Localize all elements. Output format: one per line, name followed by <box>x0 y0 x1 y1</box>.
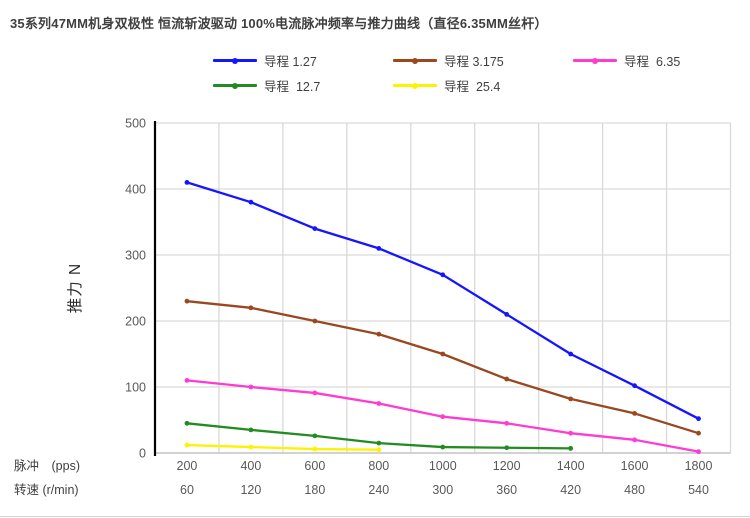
data-point <box>248 305 254 311</box>
x-tick-label-pps: 1800 <box>685 459 713 473</box>
data-point <box>376 331 382 337</box>
page-bottom-divider <box>0 516 750 517</box>
legend-item-2: 导程 3.175 <box>393 48 573 73</box>
x-tick-label-rmin: 300 <box>432 483 453 497</box>
data-point <box>248 427 254 433</box>
data-point <box>184 180 190 185</box>
data-point <box>568 351 574 357</box>
series-line-1 <box>185 181 700 420</box>
legend-line-marker-icon <box>573 57 617 64</box>
data-point <box>312 318 318 324</box>
data-point <box>376 401 382 406</box>
x-tick-label-rmin: 180 <box>304 483 325 497</box>
legend-line-marker-icon <box>213 57 257 64</box>
data-point <box>376 440 382 446</box>
data-point <box>632 411 637 416</box>
data-point <box>504 445 510 451</box>
data-point <box>184 420 190 426</box>
data-point <box>696 430 701 436</box>
data-point <box>312 446 318 452</box>
data-point <box>312 226 318 232</box>
legend-line-marker-icon <box>393 82 437 89</box>
data-point <box>568 445 574 451</box>
legend-label: 导程 25.4 <box>444 80 501 94</box>
x-axis-row-label-pulse: 脉冲 (pps) <box>14 458 80 473</box>
legend-label: 导程 12.7 <box>264 80 321 94</box>
chart-title: 35系列47MM机身双极性 恒流斩波驱动 100%电流脉冲频率与推力曲线（直径6… <box>10 16 548 31</box>
x-tick-label-rmin: 420 <box>560 483 581 497</box>
data-point <box>568 396 574 402</box>
x-tick-label-pps: 1200 <box>493 459 521 473</box>
data-point <box>632 437 637 443</box>
legend-item-1: 导程 1.27 <box>213 48 393 73</box>
y-axis-title: 推力 N <box>66 263 84 314</box>
legend-label: 导程 1.27 <box>264 55 317 69</box>
x-tick-label-pps: 800 <box>368 459 389 473</box>
data-point <box>184 442 190 448</box>
data-point <box>248 384 254 390</box>
data-point <box>184 378 190 383</box>
x-tick-label-rmin: 240 <box>368 483 389 497</box>
data-point <box>440 414 446 420</box>
data-point <box>376 246 382 251</box>
series-line-5 <box>185 443 380 451</box>
x-tick-label-rmin: 480 <box>624 483 645 497</box>
data-point <box>440 272 446 278</box>
y-tick-label: 400 <box>125 183 146 197</box>
legend-label: 导程 3.175 <box>444 55 504 69</box>
x-tick-label-pps: 1000 <box>429 459 457 473</box>
legend-marker-dot <box>232 82 238 89</box>
legend-marker-dot <box>412 82 418 89</box>
data-point <box>696 449 701 455</box>
data-point <box>696 416 701 422</box>
data-point <box>504 420 510 426</box>
data-point <box>376 447 382 453</box>
legend-marker-dot <box>592 57 598 64</box>
legend: 导程 1.27 导程 3.175 导程 6.35 导程 12.7 导程 25.4 <box>213 48 750 98</box>
x-tick-label-rmin: 540 <box>688 483 709 497</box>
x-tick-label-rmin: 60 <box>180 483 194 497</box>
data-point <box>312 390 318 396</box>
data-point <box>248 199 254 205</box>
y-tick-label: 300 <box>125 249 146 263</box>
x-tick-label-pps: 600 <box>304 459 325 473</box>
y-tick-label: 200 <box>125 315 146 329</box>
legend-marker-dot <box>412 57 418 64</box>
data-point <box>248 444 254 450</box>
legend-line-marker-icon <box>213 82 257 89</box>
y-tick-label: 100 <box>125 381 146 395</box>
legend-item-4: 导程 12.7 <box>213 73 393 98</box>
data-point <box>440 444 446 450</box>
data-point <box>184 298 190 304</box>
x-tick-label-pps: 200 <box>177 459 198 473</box>
data-point <box>440 351 446 357</box>
legend-marker-dot <box>232 57 238 64</box>
legend-item-3: 导程 6.35 <box>573 48 750 73</box>
legend-label: 导程 6.35 <box>624 55 681 69</box>
data-point <box>568 430 574 436</box>
data-point <box>504 312 510 317</box>
x-tick-label-pps: 1400 <box>557 459 585 473</box>
x-tick-label-pps: 1600 <box>621 459 649 473</box>
data-point <box>312 433 318 439</box>
data-point <box>504 376 510 382</box>
legend-item-5: 导程 25.4 <box>393 73 573 98</box>
x-tick-label-rmin: 360 <box>496 483 517 497</box>
x-tick-label-pps: 400 <box>240 459 261 473</box>
y-tick-label: 0 <box>139 447 146 461</box>
x-tick-label-rmin: 120 <box>240 483 261 497</box>
data-point <box>632 383 637 389</box>
legend-line-marker-icon <box>393 57 437 64</box>
x-axis-row-label-speed: 转速 (r/min) <box>14 482 79 497</box>
y-tick-label: 500 <box>125 117 146 131</box>
